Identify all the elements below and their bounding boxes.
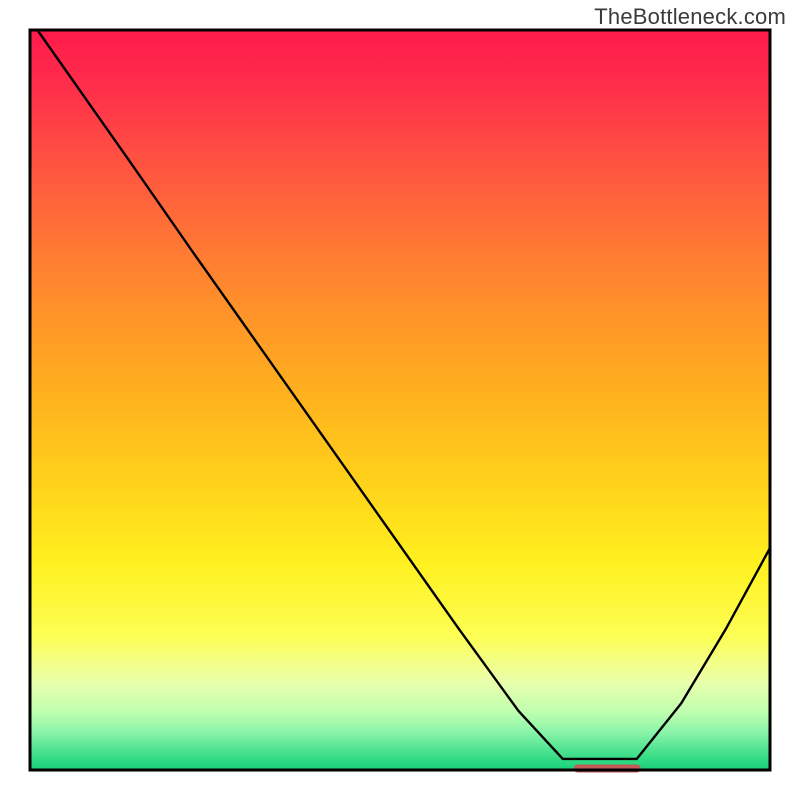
bottleneck-chart: [0, 0, 800, 800]
chart-container: TheBottleneck.com: [0, 0, 800, 800]
gradient-background: [30, 30, 770, 770]
